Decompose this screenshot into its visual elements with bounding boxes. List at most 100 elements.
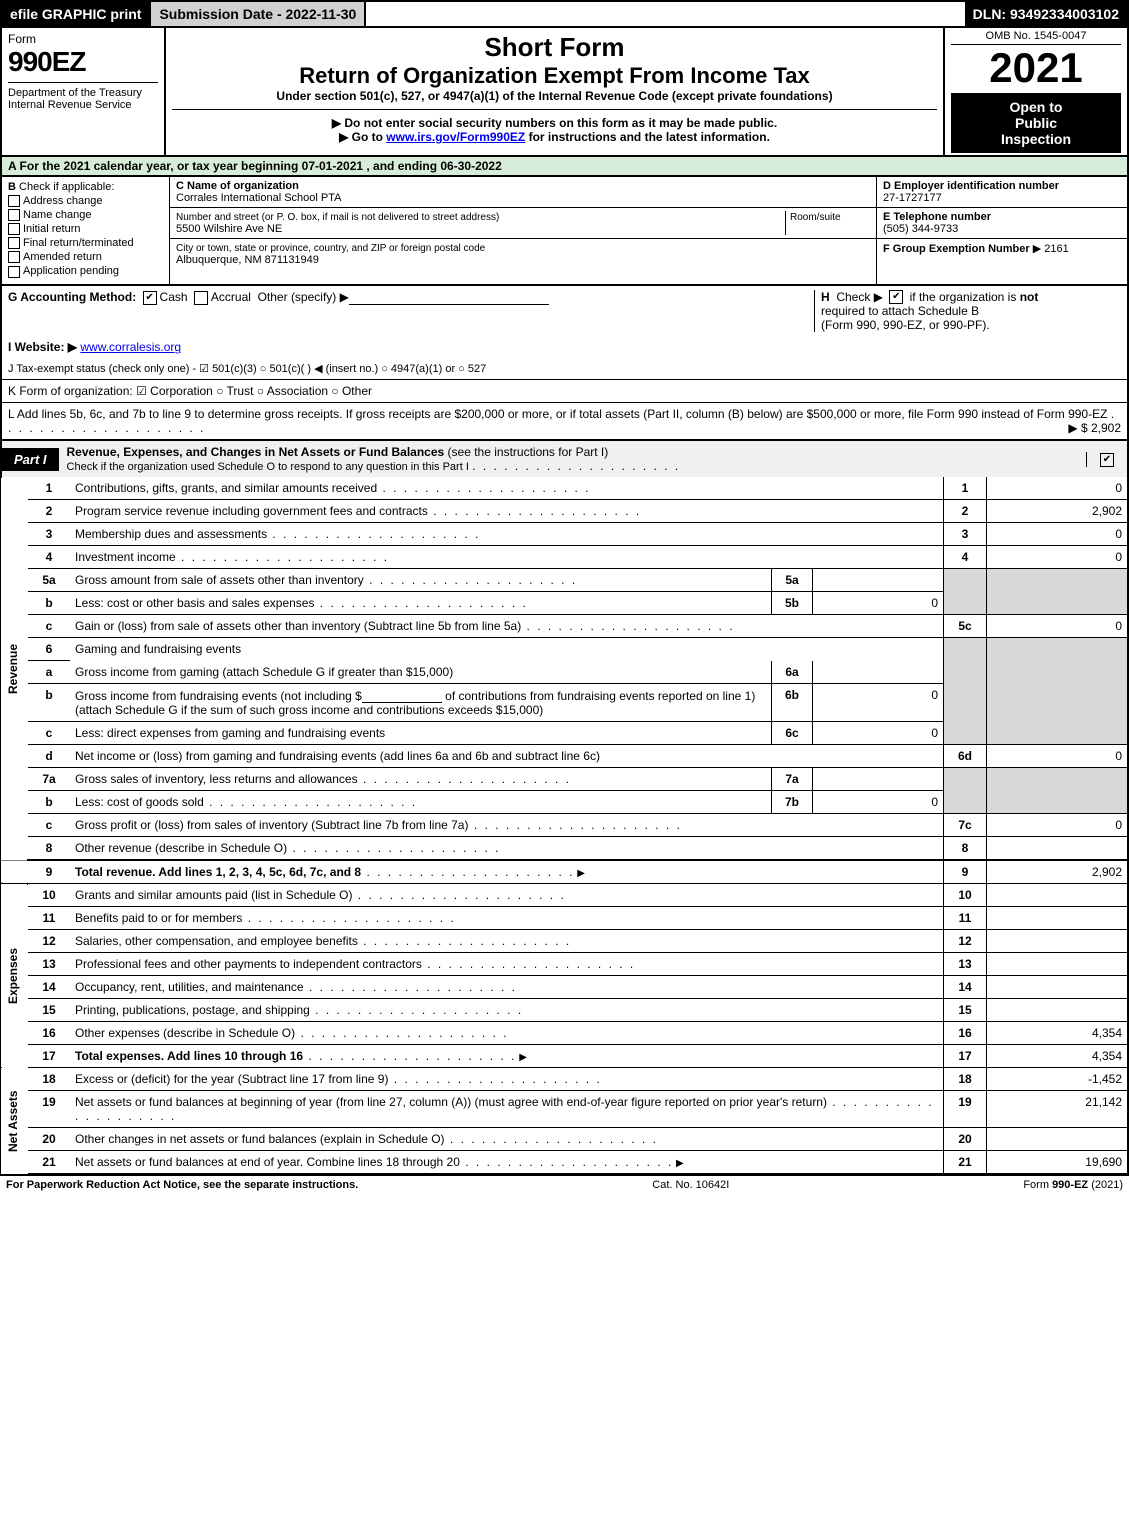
line-5a: 5a Gross amount from sale of assets othe…: [1, 569, 1128, 592]
l13-desc: Professional fees and other payments to …: [75, 957, 422, 971]
open-to-public: Open to Public Inspection: [951, 93, 1121, 153]
other-label: Other (specify) ▶: [258, 290, 349, 304]
chk-label-1: Name change: [23, 209, 92, 221]
line-10: Expenses 10 Grants and similar amounts p…: [1, 884, 1128, 907]
efile-label[interactable]: efile GRAPHIC print: [2, 2, 151, 26]
line-7a: 7a Gross sales of inventory, less return…: [1, 768, 1128, 791]
dots-icon: [358, 934, 571, 948]
l3-desc: Membership dues and assessments: [75, 527, 267, 541]
line-2: 2 Program service revenue including gove…: [1, 500, 1128, 523]
l6d-rnum: 6d: [944, 745, 987, 768]
l5b-mval: 0: [813, 592, 944, 615]
l6c-mnum: 6c: [772, 722, 813, 745]
arrow-icon: [574, 865, 584, 879]
blank-6b[interactable]: [362, 688, 442, 703]
dots-icon: [361, 865, 574, 879]
l6d-desc: Net income or (loss) from gaming and fun…: [75, 749, 600, 763]
l20-rnum: 20: [944, 1128, 987, 1151]
checkbox-icon: [8, 251, 20, 263]
other-blank[interactable]: [349, 290, 549, 305]
i-label: I Website: ▶: [8, 340, 77, 354]
b-label: B: [8, 181, 16, 193]
l2-desc: Program service revenue including govern…: [75, 504, 428, 518]
form-header: Form 990EZ Department of the Treasury In…: [0, 28, 1129, 155]
l14-rnum: 14: [944, 976, 987, 999]
header-right: OMB No. 1545-0047 2021 Open to Public In…: [945, 28, 1127, 155]
b-text: Check if applicable:: [19, 181, 114, 193]
l6c-desc: Less: direct expenses from gaming and fu…: [75, 726, 385, 740]
l18-rval: -1,452: [987, 1068, 1129, 1091]
l14-desc: Occupancy, rent, utilities, and maintena…: [75, 980, 304, 994]
footer-left: For Paperwork Reduction Act Notice, see …: [6, 1179, 358, 1191]
footer: For Paperwork Reduction Act Notice, see …: [0, 1174, 1129, 1194]
l6a-num: a: [28, 661, 70, 684]
l19-rnum: 19: [944, 1091, 987, 1128]
shade-7ab-val: [987, 768, 1129, 814]
line-16: 16 Other expenses (describe in Schedule …: [1, 1022, 1128, 1045]
line-3: 3 Membership dues and assessments 3 0: [1, 523, 1128, 546]
dots-icon: [377, 481, 590, 495]
chk-amended[interactable]: Amended return: [8, 251, 163, 263]
c-city-label: City or town, state or province, country…: [176, 243, 485, 254]
checkbox-icon: [8, 223, 20, 235]
l11-rval: [987, 907, 1129, 930]
line-7c: c Gross profit or (loss) from sales of i…: [1, 814, 1128, 837]
l6b-num: b: [28, 684, 70, 722]
dots-icon: [364, 573, 577, 587]
tax-year: 2021: [951, 47, 1121, 89]
l20-rval: [987, 1128, 1129, 1151]
short-form-title: Short Form: [172, 32, 937, 63]
l11-num: 11: [28, 907, 70, 930]
line-15: 15 Printing, publications, postage, and …: [1, 999, 1128, 1022]
chk-pending[interactable]: Application pending: [8, 265, 163, 277]
l10-rval: [987, 884, 1129, 907]
f-group-label: F Group Exemption Number: [883, 243, 1030, 255]
part-i-title-suffix: (see the instructions for Part I): [448, 445, 609, 459]
row-h: H Check ▶ if the organization is not req…: [814, 290, 1121, 333]
c-name-label: C Name of organization: [176, 180, 299, 192]
l15-num: 15: [28, 999, 70, 1022]
h-label: H: [821, 290, 830, 304]
chk-name-change[interactable]: Name change: [8, 209, 163, 221]
l21-desc: Net assets or fund balances at end of ye…: [75, 1155, 460, 1169]
line-19: 19 Net assets or fund balances at beginn…: [1, 1091, 1128, 1128]
c-street-label: Number and street (or P. O. box, if mail…: [176, 212, 499, 223]
website-link[interactable]: www.corralesis.org: [80, 340, 181, 354]
dots-icon: [388, 1072, 601, 1086]
line-11: 11 Benefits paid to or for members 11: [1, 907, 1128, 930]
chk-initial-return[interactable]: Initial return: [8, 223, 163, 235]
part-i-header: Part I Revenue, Expenses, and Changes in…: [0, 441, 1129, 477]
l20-desc: Other changes in net assets or fund bala…: [75, 1132, 445, 1146]
submission-date: Submission Date - 2022-11-30: [151, 2, 366, 26]
l13-rval: [987, 953, 1129, 976]
l9-num: 9: [28, 860, 70, 884]
chk-schedule-b[interactable]: [889, 290, 903, 304]
part-i-endcheck[interactable]: [1086, 452, 1127, 467]
l9-rval: 2,902: [987, 860, 1129, 884]
chk-accrual[interactable]: [194, 291, 208, 305]
dots-icon: [460, 1155, 673, 1169]
chk-cash[interactable]: [143, 291, 157, 305]
l3-rval: 0: [987, 523, 1129, 546]
shade-5ab: [944, 569, 987, 615]
line-8: 8 Other revenue (describe in Schedule O)…: [1, 837, 1128, 861]
footer-right-prefix: Form: [1023, 1179, 1052, 1191]
dots-icon: [303, 1049, 516, 1063]
chk-final-return[interactable]: Final return/terminated: [8, 237, 163, 249]
chk-address-change[interactable]: Address change: [8, 195, 163, 207]
l1-rval: 0: [987, 477, 1129, 500]
row-g: G Accounting Method: Cash Accrual Other …: [8, 290, 549, 333]
l5c-rval: 0: [987, 615, 1129, 638]
d-ein-label: D Employer identification number: [883, 180, 1059, 192]
l9-rnum: 9: [944, 860, 987, 884]
l12-rnum: 12: [944, 930, 987, 953]
part-i-title: Revenue, Expenses, and Changes in Net As…: [59, 441, 1086, 477]
irs-link[interactable]: www.irs.gov/Form990EZ: [386, 130, 525, 144]
l4-rnum: 4: [944, 546, 987, 569]
l18-rnum: 18: [944, 1068, 987, 1091]
note-goto-prefix: ▶ Go to: [339, 130, 386, 144]
ein-value: 27-1727177: [883, 192, 942, 204]
part-i-check-note: Check if the organization used Schedule …: [67, 461, 469, 473]
header-mid: Short Form Return of Organization Exempt…: [166, 28, 945, 155]
l6c-mval: 0: [813, 722, 944, 745]
